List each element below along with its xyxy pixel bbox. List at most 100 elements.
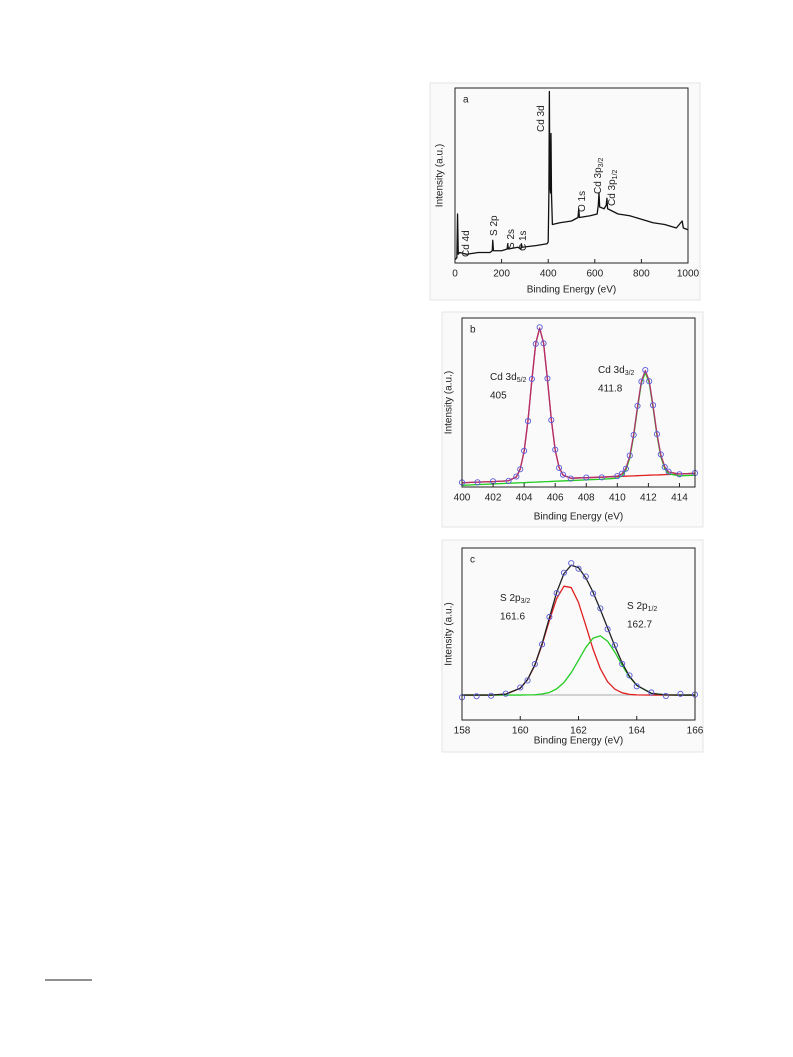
data-point [590,590,597,597]
peak-label: S 2s [506,229,517,249]
data-point [531,661,538,668]
x-tick-label: 400 [540,269,557,280]
peak-label-subscript: 3/2 [598,157,605,167]
panel-label: b [470,325,476,336]
x-tick-label: 400 [454,493,471,504]
x-tick-label: 0 [452,269,458,280]
data-point [657,451,664,458]
data-point [633,683,640,690]
data-point [575,565,582,572]
data-point [568,560,575,567]
data-point [650,402,657,409]
x-tick-label: 410 [609,493,626,504]
x-tick-label: 162 [570,726,587,737]
x-tick-label: 412 [640,493,657,504]
x-tick-label: 1000 [677,269,700,280]
x-tick-label: 404 [516,493,533,504]
panel-background [429,82,701,301]
data-line [454,90,689,260]
data-point [597,605,604,612]
peak-label: Cd 3d5/2 [490,372,527,384]
data-line [461,327,696,484]
data-point [513,473,520,480]
peak-label-text: S 2p [627,601,648,612]
peak-label: S 2p1/2 [627,601,657,613]
y-axis-label: Intensity (a.u.) [444,371,455,434]
data-point [502,690,509,697]
data-point [488,692,495,699]
peak-label-text: Cd 3d [536,105,547,132]
data-point [528,375,535,383]
data-line [462,564,695,696]
x-tick-label: 158 [454,726,471,737]
x-axis-label: Binding Energy (eV) [534,736,624,747]
data-point [634,402,641,409]
y-axis-label: Intensity (a.u.) [435,144,446,207]
peak-label-subscript: 3/2 [521,598,531,605]
data-point [661,464,668,471]
data-point [582,573,589,580]
peak-label: Cd 4d [461,230,472,257]
data-point [505,477,512,484]
data-point [524,418,532,425]
x-tick-label: 164 [628,726,645,737]
panel-background [441,311,704,528]
peak-label-text: O 1s [577,191,588,212]
data-point [648,689,655,696]
data-point [611,642,618,649]
data-point [662,692,669,699]
data-point [532,340,539,347]
x-tick-label: 600 [586,269,603,280]
data-point [622,465,629,472]
data-point [559,471,567,478]
x-axis-label: Binding Energy (eV) [534,512,624,523]
peak-label-subscript: 5/2 [517,377,527,384]
peak-label-text: C 1s [518,230,529,251]
peak-label-text: Cd 3p [607,179,618,206]
y-axis-label: Intensity (a.u.) [444,602,455,665]
data-point [517,684,524,691]
x-tick-label: 200 [493,269,510,280]
data-point [553,590,560,597]
peak-label-text: S 2s [506,229,517,249]
plot-frame [461,317,696,488]
peak-label-text: Cd 3d [598,365,625,376]
data-point [598,474,605,481]
data-point [665,468,672,475]
peak-label: Cd 3p1/2 [607,169,619,206]
data-point [540,340,547,347]
peak-label-subscript: 1/2 [612,169,619,179]
peak-label-text: Cd 3p [593,167,604,194]
data-point [524,677,531,684]
x-tick-label: 402 [485,493,502,504]
peak-label-subscript: 3/2 [625,370,635,377]
data-point [473,693,480,700]
data-point [536,324,543,331]
data-point [626,452,633,459]
data-point [567,475,574,482]
data-point [544,375,551,382]
peak-label-text: S 2p [489,215,500,236]
data-point [552,446,559,453]
peak-energy: 405 [490,391,507,402]
data-point [638,378,645,385]
peak-label: Cd 3p3/2 [593,157,605,194]
data-point [676,471,683,478]
data-point [618,470,626,477]
data-point [474,479,481,486]
peak-energy: 162.7 [627,620,652,631]
data-point [626,672,633,679]
data-point [548,417,555,424]
data-point [630,431,637,438]
peak-energy: 411.8 [598,384,623,395]
x-tick-label: 166 [687,726,704,737]
x-tick-label: 800 [633,269,650,280]
peak-label: C 1s [518,230,529,251]
peak-label: S 2p [489,215,500,236]
data-point [539,641,546,648]
peak-label: S 2p3/2 [500,593,530,605]
x-tick-label: 160 [512,726,529,737]
peak-label-text: S 2p [500,593,521,604]
